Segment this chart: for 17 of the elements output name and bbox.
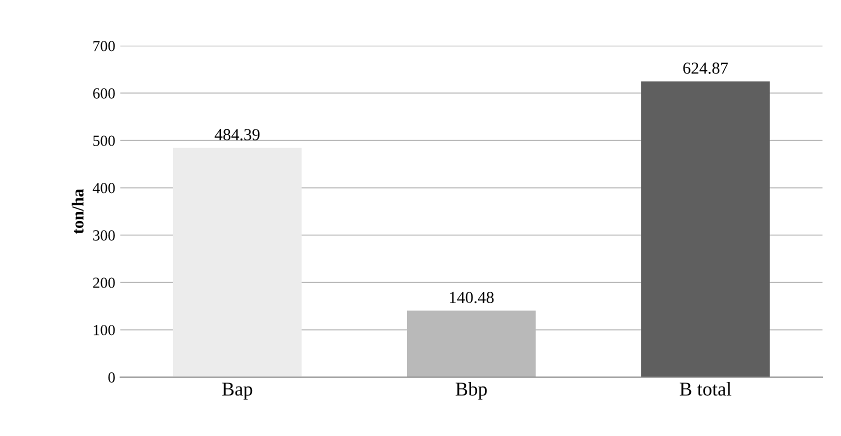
y-tick-label: 700 <box>93 40 115 52</box>
x-tick-label: Bap <box>222 382 252 400</box>
bar <box>172 148 302 378</box>
y-tick-label: 200 <box>93 278 115 288</box>
x-tick-label: Bbp <box>456 382 487 400</box>
y-axis-title: ton/ha <box>72 189 84 234</box>
data-label: 624.87 <box>683 62 728 74</box>
y-tick-label: 600 <box>93 88 115 99</box>
y-tick-label: 100 <box>94 324 115 336</box>
y-tick-label: 300 <box>93 230 115 241</box>
y-tick-label: 0 <box>108 372 115 383</box>
x-tick-label: B total <box>680 382 732 396</box>
data-label: 140.48 <box>450 292 494 304</box>
bar <box>641 81 770 378</box>
data-label: 484.39 <box>214 129 260 140</box>
y-tick-label: 400 <box>92 182 115 194</box>
y-tick-label: 500 <box>93 136 115 146</box>
